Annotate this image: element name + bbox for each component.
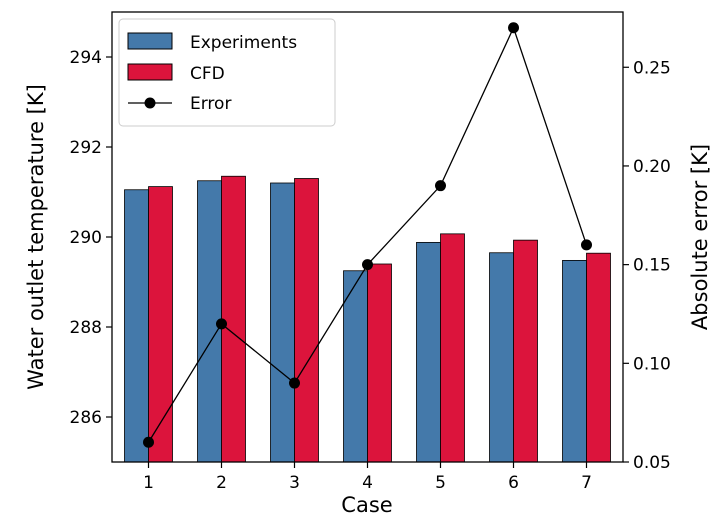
bar-cfd-case-7 [586, 252, 611, 463]
x-tick-label: 5 [435, 473, 446, 493]
left-y-tick-label: 292 [70, 138, 102, 158]
error-point-case-3 [289, 377, 300, 389]
x-tick-label: 7 [581, 473, 592, 493]
x-tick-label: 4 [362, 473, 373, 493]
bar-cfd-case-3 [294, 178, 319, 463]
error-point-case-6 [508, 22, 519, 34]
bar-cfd-case-1 [148, 186, 173, 463]
x-tick-label: 6 [508, 473, 519, 493]
legend-swatch-experiments [127, 32, 173, 50]
right-y-tick-label: 0.15 [633, 256, 671, 276]
left-y-tick-label: 286 [70, 408, 102, 428]
right-y-axis-title: Absolute error [K] [688, 144, 712, 330]
x-tick-label: 2 [216, 473, 227, 493]
bar-cfd-case-5 [440, 233, 465, 463]
bar-experiments-case-3 [270, 182, 295, 463]
left-y-tick-label: 294 [70, 48, 102, 68]
error-point-case-5 [435, 180, 446, 192]
left-y-axis-ticks: 286 288 290 292 294 [70, 48, 112, 428]
bar-cfd-case-6 [513, 239, 538, 463]
bar-cfd-case-4 [367, 263, 392, 463]
bar-experiments-case-4 [343, 270, 368, 463]
legend: Experiments CFD Error [118, 18, 336, 127]
left-y-tick-label: 288 [70, 318, 102, 338]
bar-cfd-case-2 [221, 175, 246, 463]
error-point-case-2 [216, 318, 227, 330]
left-y-axis-title: Water outlet temperature [K] [24, 84, 48, 390]
right-y-tick-label: 0.05 [633, 453, 671, 473]
left-y-tick-label: 290 [70, 228, 102, 248]
right-y-tick-label: 0.20 [633, 157, 671, 177]
right-y-tick-label: 0.25 [633, 58, 671, 78]
x-axis-ticks: 1 2 3 4 5 6 7 [143, 462, 592, 493]
error-point-case-7 [581, 239, 592, 251]
x-tick-label: 1 [143, 473, 154, 493]
error-point-case-4 [362, 259, 373, 271]
x-axis-title: Case [341, 493, 392, 517]
right-y-axis-ticks: 0.05 0.10 0.15 0.20 0.25 [623, 58, 671, 473]
bars-layer [124, 175, 611, 463]
right-y-tick-label: 0.10 [633, 354, 671, 374]
error-line-layer [143, 22, 592, 448]
legend-frame [118, 18, 336, 127]
bar-experiments-case-1 [124, 189, 149, 463]
bar-experiments-case-6 [489, 252, 514, 463]
bar-experiments-case-7 [562, 259, 587, 463]
legend-marker-error [144, 97, 156, 109]
legend-label-experiments: Experiments [190, 33, 297, 53]
bar-experiments-case-5 [416, 241, 441, 463]
error-point-case-1 [143, 436, 154, 448]
x-tick-label: 3 [289, 473, 300, 493]
legend-label-error: Error [190, 94, 231, 114]
legend-label-cfd: CFD [190, 64, 225, 84]
legend-swatch-cfd [127, 63, 173, 81]
